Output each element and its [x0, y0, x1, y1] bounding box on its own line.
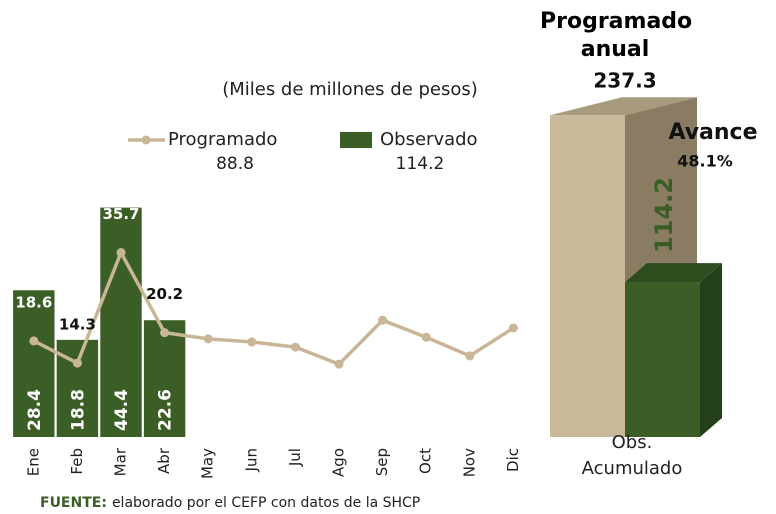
x-tick-label: Jul: [286, 448, 304, 467]
x-tick-label: Abr: [155, 447, 173, 474]
avance-label: 48.1%: [677, 152, 733, 171]
bar-top: [625, 263, 722, 283]
line-point: [508, 323, 518, 333]
x-tick-label: May: [199, 448, 217, 479]
line-point: [247, 337, 257, 347]
x-tick-label: Ago: [330, 448, 348, 477]
legend-label: Programado: [168, 129, 277, 150]
bar-side: [700, 263, 722, 437]
bar-value-label: 114.2: [650, 177, 678, 253]
x-tick-label: Sep: [373, 448, 391, 476]
x-tick-label: Mar: [112, 447, 130, 476]
source-text: elaborado por el CEFP con datos de la SH…: [112, 495, 420, 511]
line-point: [160, 328, 170, 338]
bar-top: [550, 97, 697, 116]
line-point: [116, 248, 126, 258]
line-value-label: 20.2: [146, 285, 183, 303]
legend-total: 88.8: [216, 154, 254, 174]
legend-swatch: [141, 135, 151, 145]
line-point: [421, 332, 431, 342]
line-point: [334, 359, 344, 369]
line-point: [29, 336, 39, 346]
bar: [625, 282, 700, 437]
line-value-label: 18.6: [15, 293, 52, 311]
line-point: [203, 334, 213, 344]
legend-total: 114.2: [396, 154, 445, 174]
source: FUENTE: elaborado por el CEFP con datos d…: [40, 495, 420, 511]
x-tick-label: Oct: [417, 448, 435, 474]
line: [33, 248, 515, 367]
bar: [13, 290, 55, 437]
chart-subtitle: (Miles de millones de pesos): [222, 79, 478, 100]
legend-label: Observado: [380, 129, 478, 150]
source-label: FUENTE:: [40, 495, 107, 511]
series-label: Avance: [668, 120, 757, 145]
bar-value-label: 22.6: [156, 389, 176, 431]
line-point: [378, 315, 388, 325]
bar-value-label: 18.8: [68, 389, 88, 431]
bar: [100, 207, 142, 437]
x-tick-label: Obs. Acumulado: [581, 432, 683, 479]
line-value-label: 14.3: [59, 316, 96, 334]
bar: [143, 320, 186, 437]
bar-value-label: 44.4: [112, 389, 132, 431]
legend-swatch: [340, 132, 372, 148]
bar: [550, 115, 625, 438]
bar-value-label: 237.3: [593, 69, 656, 93]
line-point: [290, 342, 300, 352]
bar-value-label: 28.4: [25, 389, 45, 431]
right-title: Programado anual: [540, 9, 693, 62]
line-point: [465, 351, 475, 361]
x-tick-label: Jun: [242, 448, 260, 472]
line-point: [72, 358, 82, 368]
line-value-label: 35.7: [102, 205, 139, 223]
x-tick-label: Nov: [460, 448, 478, 477]
x-tick-label: Feb: [68, 448, 86, 475]
x-tick-label: Ene: [24, 448, 42, 476]
x-tick-label: Dic: [504, 448, 522, 472]
